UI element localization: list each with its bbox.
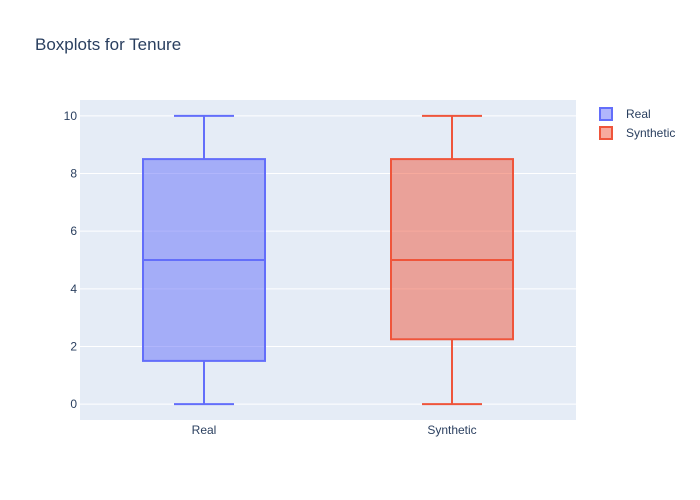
x-axis-ticks: Real Synthetic bbox=[192, 423, 477, 437]
y-tick-label: 4 bbox=[70, 282, 77, 296]
legend-label: Synthetic bbox=[626, 126, 675, 140]
y-tick-label: 2 bbox=[70, 339, 77, 353]
legend-swatch bbox=[599, 107, 613, 121]
legend-label: Real bbox=[626, 107, 651, 121]
legend[interactable]: Real Synthetic bbox=[599, 107, 675, 140]
y-tick-label: 0 bbox=[70, 397, 77, 411]
iqr-box bbox=[390, 158, 514, 341]
y-axis-ticks: 0 2 4 6 8 10 bbox=[64, 109, 78, 411]
x-tick-label: Real bbox=[192, 423, 217, 437]
y-tick-label: 6 bbox=[70, 224, 77, 238]
box-real[interactable] bbox=[142, 114, 266, 406]
legend-item-real[interactable]: Real bbox=[599, 107, 651, 121]
boxes bbox=[142, 114, 514, 406]
chart-title: Boxplots for Tenure bbox=[35, 35, 181, 54]
legend-swatch bbox=[599, 126, 613, 140]
y-tick-label: 8 bbox=[70, 167, 77, 181]
legend-item-synthetic[interactable]: Synthetic bbox=[599, 126, 675, 140]
x-tick-label: Synthetic bbox=[427, 423, 476, 437]
box-synthetic[interactable] bbox=[390, 114, 514, 406]
y-tick-label: 10 bbox=[64, 109, 78, 123]
